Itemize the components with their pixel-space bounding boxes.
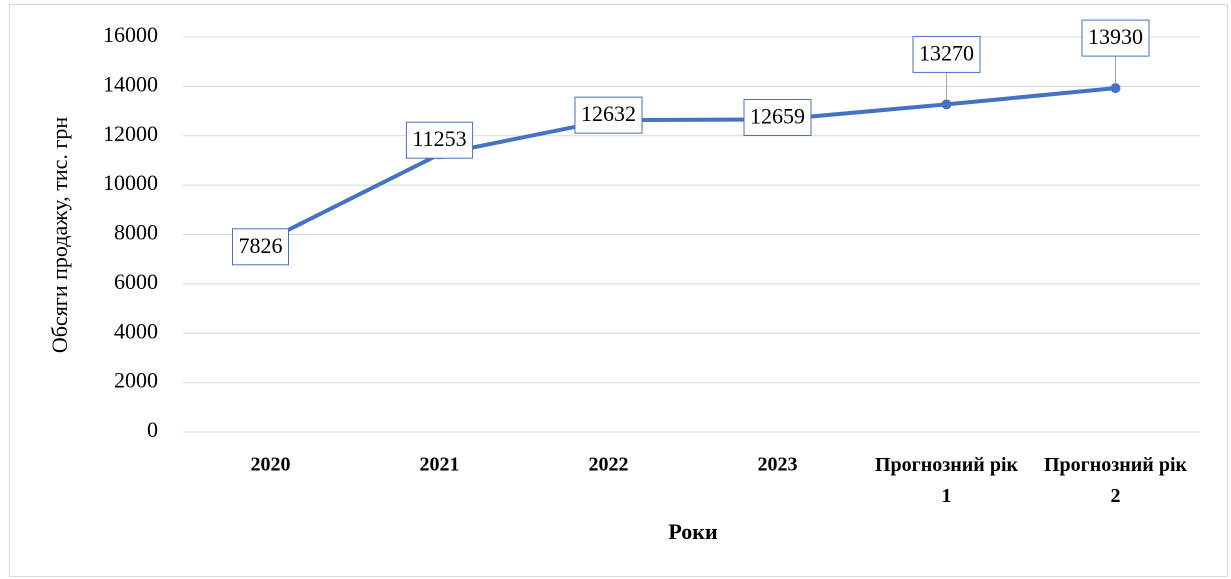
- x-tick-label: Прогнозний рік 1: [875, 454, 1019, 507]
- x-tick-label: 2022: [589, 454, 629, 476]
- data-label: 12659: [750, 104, 805, 129]
- data-label: 7826: [239, 233, 283, 258]
- y-tick-label: 0: [147, 417, 158, 442]
- data-label-box: [912, 35, 981, 73]
- x-tick-label-line: Прогнозний рік: [1044, 454, 1188, 476]
- y-tick-label: 14000: [103, 71, 158, 96]
- series-line: [269, 86, 1116, 241]
- x-tick-label-line: 1: [942, 485, 952, 507]
- x-tick-label: 2020: [251, 454, 291, 476]
- data-label-box: [743, 98, 812, 136]
- data-label-box: [1081, 19, 1150, 57]
- data-label: 12632: [581, 101, 636, 126]
- data-label: 11253: [412, 126, 466, 151]
- data-label-box: [574, 96, 643, 134]
- data-label-box: [232, 228, 289, 266]
- x-tick-label: 2023: [758, 454, 798, 476]
- x-tick-label-line: Прогнозний рік: [875, 454, 1019, 476]
- y-tick-label: 4000: [114, 318, 158, 343]
- chart-border: [9, 4, 1228, 577]
- y-tick-label: 10000: [103, 170, 158, 195]
- y-tick-label: 8000: [114, 220, 158, 245]
- y-tick-label: 6000: [114, 269, 158, 294]
- y-tick-label: 16000: [103, 22, 158, 47]
- data-label-box: [405, 121, 474, 159]
- point: [1110, 83, 1121, 94]
- x-tick-label: Прогнозний рік 2: [1044, 454, 1188, 507]
- data-label: 13270: [919, 40, 974, 65]
- y-axis-title: Обсяги продажу, тис. грн: [47, 117, 72, 354]
- point: [941, 99, 952, 110]
- y-tick-label: 2000: [114, 368, 158, 393]
- y-tick-label: 12000: [103, 121, 158, 146]
- x-axis-title: Роки: [668, 519, 718, 544]
- x-tick-label-line: 2: [1111, 485, 1121, 507]
- data-label: 13930: [1088, 24, 1143, 49]
- x-tick-label: 2021: [420, 454, 460, 476]
